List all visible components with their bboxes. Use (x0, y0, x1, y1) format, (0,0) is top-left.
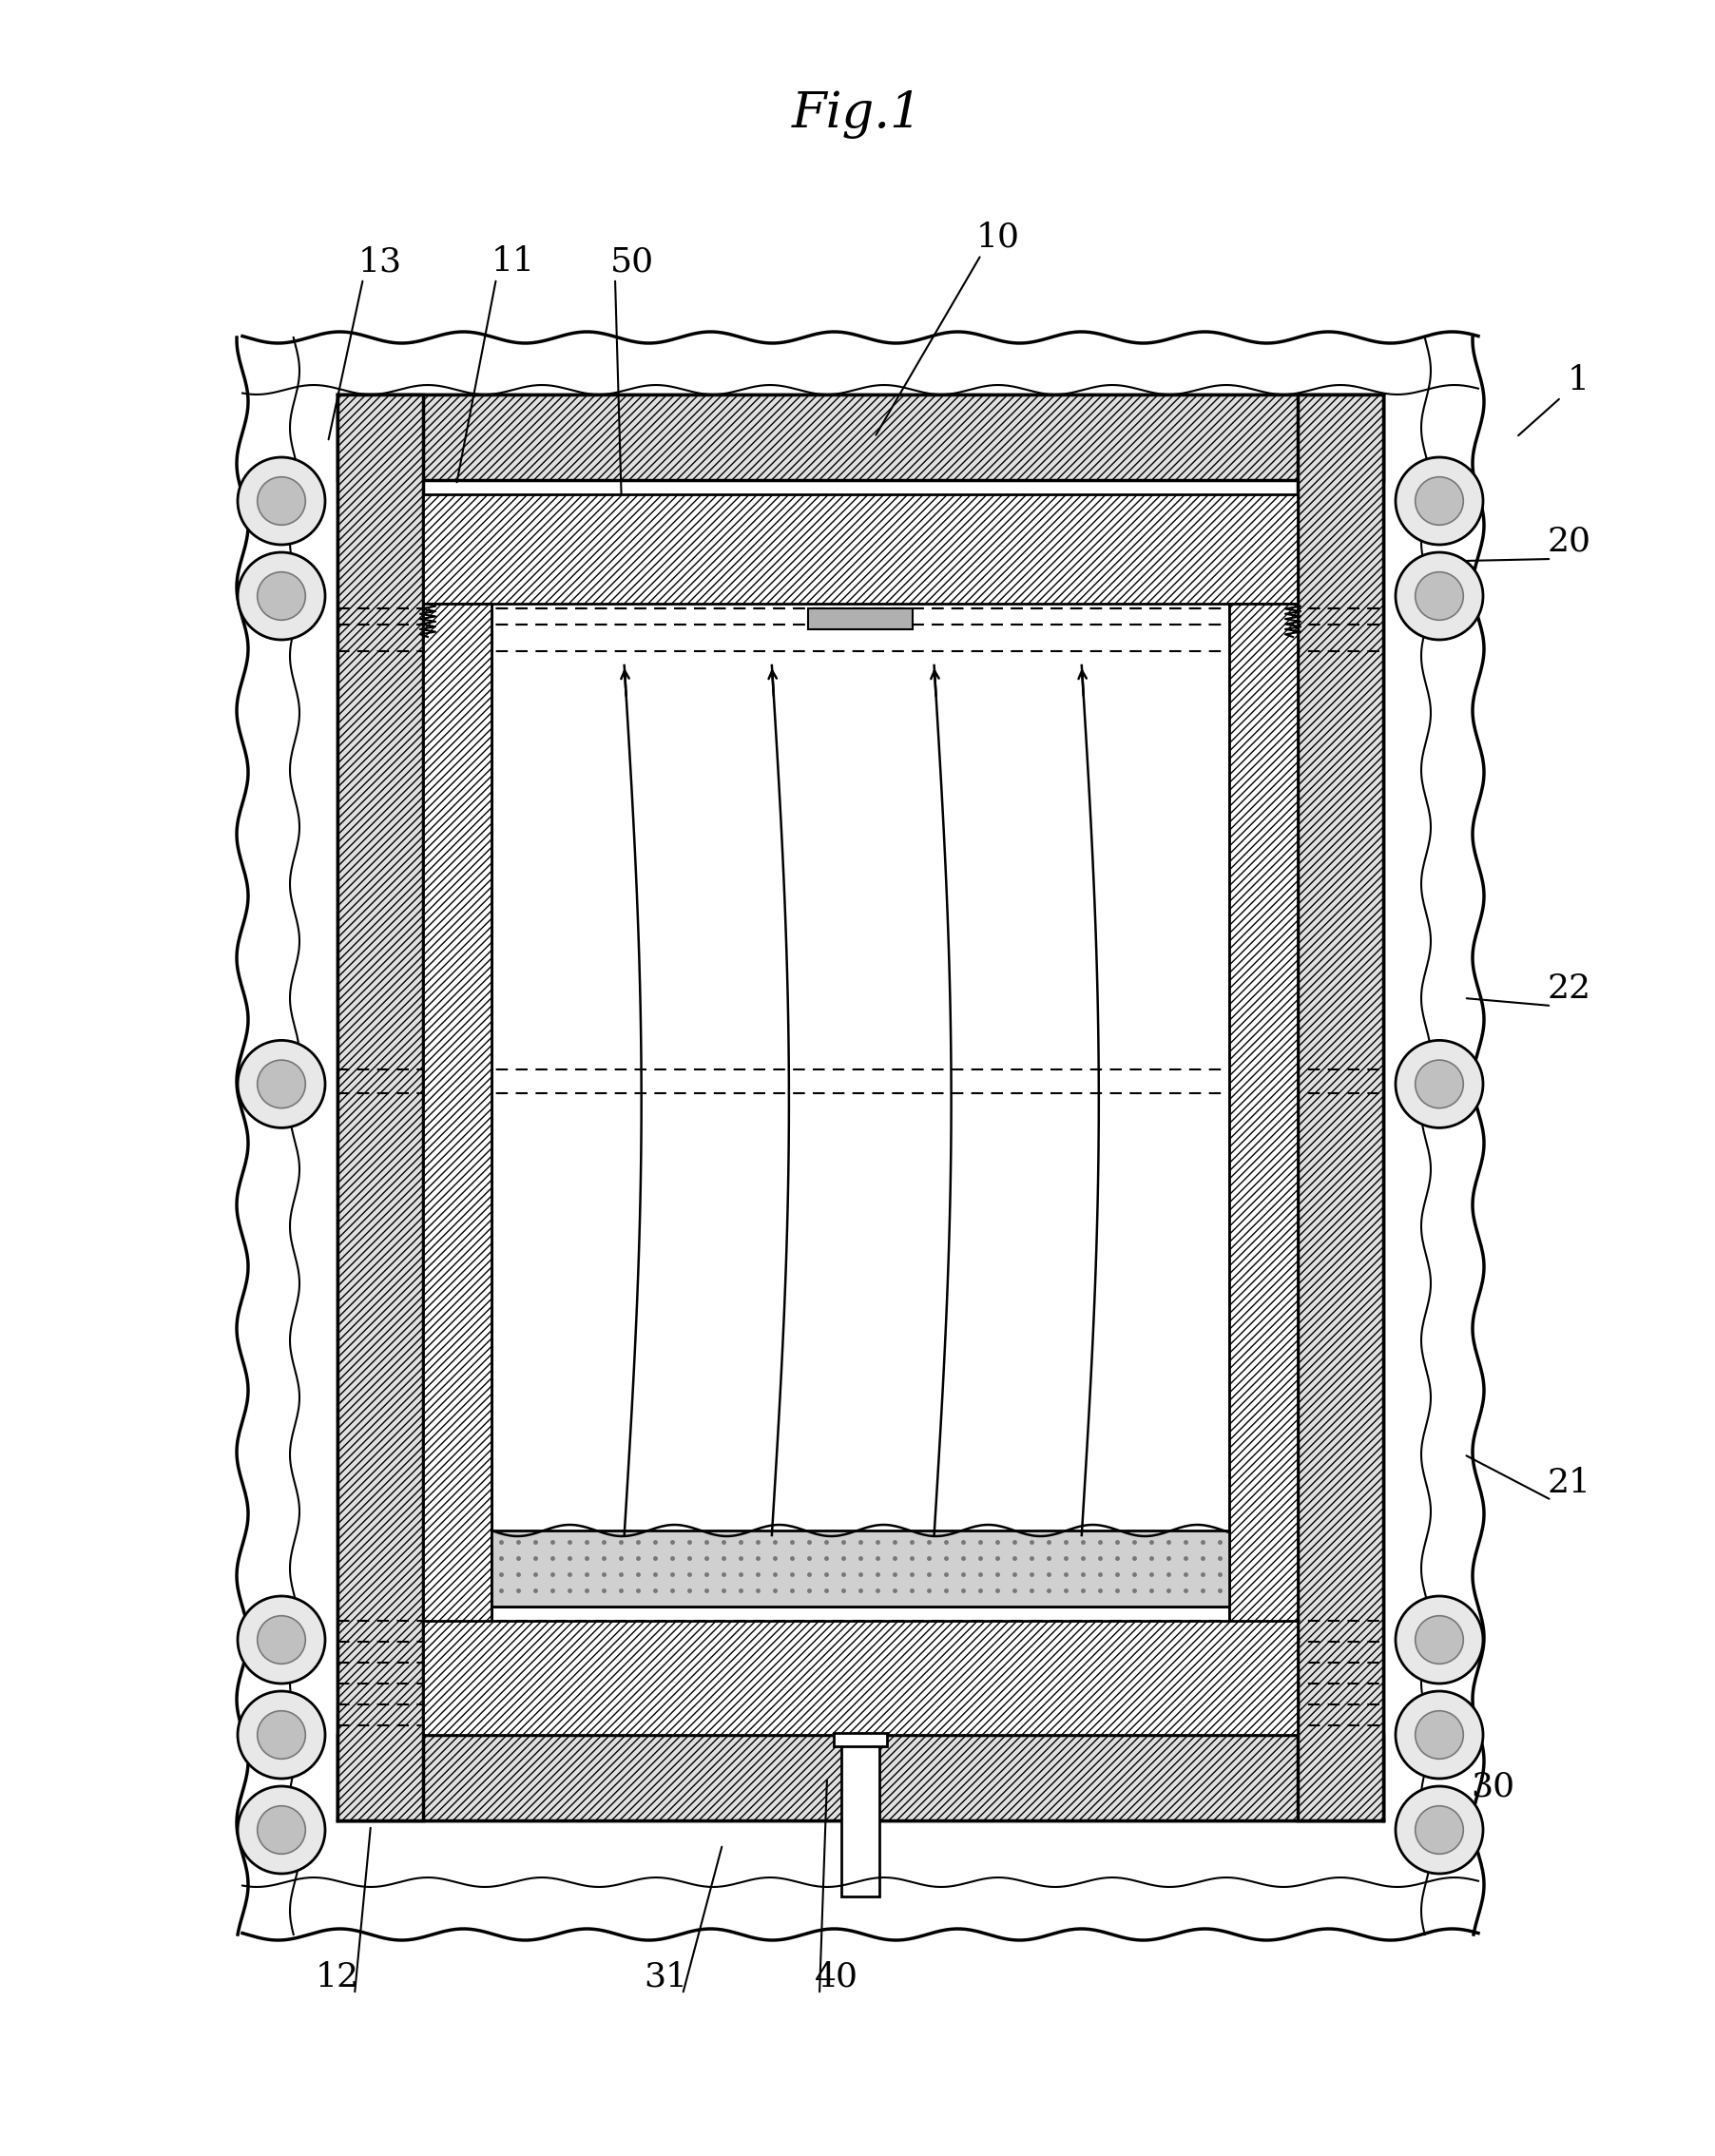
Text: Fig.1: Fig.1 (792, 91, 923, 138)
Text: 50: 50 (611, 246, 653, 278)
Circle shape (238, 1690, 326, 1779)
Text: 11: 11 (492, 246, 535, 278)
Bar (842, 1744, 880, 1897)
Circle shape (238, 1041, 326, 1128)
Bar (833, 1733, 887, 1746)
Text: 30: 30 (1471, 1770, 1514, 1802)
Text: 13: 13 (358, 246, 403, 278)
Text: 21: 21 (1547, 1466, 1590, 1498)
Circle shape (1415, 476, 1463, 526)
Circle shape (257, 1615, 305, 1664)
Circle shape (1396, 1041, 1483, 1128)
Text: 10: 10 (976, 222, 1020, 254)
Bar (1298, 395, 1384, 1820)
Circle shape (1396, 1785, 1483, 1874)
Bar (424, 1621, 1298, 1736)
Circle shape (1396, 457, 1483, 545)
Circle shape (257, 1712, 305, 1759)
Bar (808, 608, 912, 630)
Circle shape (1396, 1595, 1483, 1684)
Circle shape (238, 457, 326, 545)
Text: 1: 1 (1568, 364, 1590, 397)
Text: 22: 22 (1547, 972, 1590, 1005)
Circle shape (1396, 552, 1483, 640)
Bar (338, 395, 424, 1820)
Bar (338, 395, 1384, 481)
Circle shape (238, 552, 326, 640)
Text: 31: 31 (643, 1962, 688, 1994)
Circle shape (1415, 1807, 1463, 1854)
Circle shape (238, 1785, 326, 1874)
Circle shape (1396, 1690, 1483, 1779)
Circle shape (1415, 1712, 1463, 1759)
Bar (1230, 604, 1298, 1736)
Circle shape (1415, 571, 1463, 621)
Circle shape (1415, 1061, 1463, 1108)
Bar (338, 1736, 1384, 1820)
Bar (424, 604, 492, 1736)
Bar (492, 1531, 1230, 1606)
Circle shape (257, 1807, 305, 1854)
Circle shape (257, 571, 305, 621)
Circle shape (257, 1061, 305, 1108)
Text: 12: 12 (316, 1962, 360, 1994)
Circle shape (1415, 1615, 1463, 1664)
Circle shape (257, 476, 305, 526)
Bar (424, 481, 1298, 1736)
Text: 20: 20 (1547, 526, 1590, 558)
Bar (424, 494, 1298, 604)
Circle shape (238, 1595, 326, 1684)
Text: 40: 40 (815, 1962, 859, 1994)
